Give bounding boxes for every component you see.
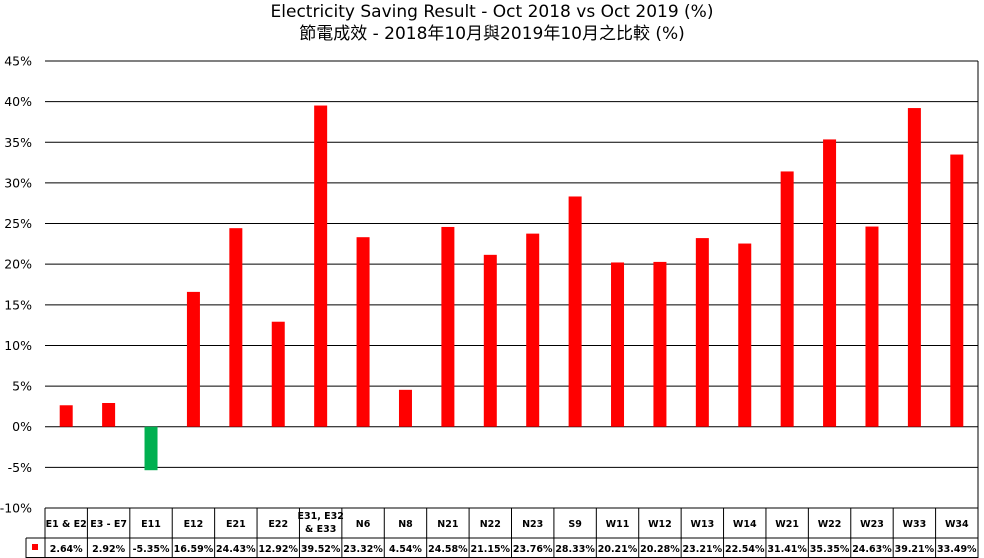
value-label: 23.32% (343, 544, 383, 555)
bar (780, 171, 794, 427)
category-label: W34 (945, 519, 969, 530)
value-label: 23.76% (513, 544, 553, 555)
value-label: 20.28% (640, 544, 680, 555)
category-label: & E33 (305, 524, 336, 535)
bar (695, 238, 709, 427)
category-label: E1 & E2 (46, 519, 87, 530)
category-label: N21 (437, 519, 458, 530)
y-tick-label: 45% (4, 54, 32, 69)
category-label: W22 (818, 519, 842, 530)
value-label: 2.64% (50, 544, 83, 555)
category-label: E22 (268, 519, 288, 530)
y-tick-label: 30% (4, 175, 32, 190)
bar (907, 108, 921, 427)
category-label: W11 (606, 519, 630, 530)
bar (229, 228, 243, 427)
bar (102, 402, 116, 427)
bar (356, 237, 370, 427)
category-label: W13 (690, 519, 714, 530)
y-tick-label: 20% (4, 257, 32, 272)
category-label: W12 (648, 519, 672, 530)
legend-key (32, 544, 38, 550)
category-label: E11 (141, 519, 161, 530)
category-label: N6 (356, 519, 371, 530)
chart-title: Electricity Saving Result - Oct 2018 vs … (270, 2, 714, 22)
value-label: 24.58% (428, 544, 468, 555)
bar (653, 261, 667, 427)
bar (59, 405, 73, 427)
y-tick-label: 40% (4, 94, 32, 109)
value-label: 22.54% (725, 544, 765, 555)
y-tick-label: 25% (4, 216, 32, 231)
bar (823, 139, 837, 427)
category-label: E3 - E7 (90, 519, 127, 530)
value-label: 31.41% (767, 544, 807, 555)
bar (483, 254, 497, 427)
bar (568, 196, 582, 427)
bar (186, 291, 200, 427)
chart-title-block: Electricity Saving Result - Oct 2018 vs … (0, 0, 984, 45)
value-label: 21.15% (471, 544, 511, 555)
chart-subtitle: 節電成效 - 2018年10月與2019年10月之比較 (%) (299, 24, 685, 44)
value-label: 2.92% (92, 544, 125, 555)
category-label: E12 (184, 519, 204, 530)
category-label: W14 (733, 519, 757, 530)
category-label: W33 (903, 519, 927, 530)
bar (441, 226, 455, 427)
category-label: S9 (568, 519, 581, 530)
category-label: W21 (775, 519, 799, 530)
y-tick-label: 35% (4, 135, 32, 150)
value-label: 28.33% (555, 544, 595, 555)
category-label: N22 (480, 519, 501, 530)
bar (144, 426, 158, 471)
value-label: -5.35% (133, 544, 170, 555)
y-tick-label: -10% (0, 501, 32, 516)
value-label: 23.21% (683, 544, 723, 555)
bar (738, 243, 752, 427)
y-tick-label: 0% (12, 419, 32, 434)
bar (611, 262, 625, 427)
value-label: 24.43% (216, 544, 256, 555)
y-tick-label: 10% (4, 338, 32, 353)
bar (950, 154, 964, 427)
value-label: 35.35% (810, 544, 850, 555)
y-tick-label: 5% (12, 379, 32, 394)
category-label: N23 (522, 519, 543, 530)
value-label: 24.63% (852, 544, 892, 555)
value-label: 4.54% (389, 544, 422, 555)
value-label: 39.21% (895, 544, 935, 555)
bar (271, 321, 285, 427)
y-tick-label: 15% (4, 297, 32, 312)
bar (526, 233, 540, 427)
value-label: 16.59% (174, 544, 214, 555)
category-label: E31, E32 (297, 511, 343, 522)
value-label: 39.52% (301, 544, 341, 555)
bar (398, 389, 412, 427)
value-label: 12.92% (258, 544, 298, 555)
bar (314, 105, 328, 427)
value-label: 33.49% (937, 544, 977, 555)
bar (865, 226, 879, 427)
value-label: 20.21% (598, 544, 638, 555)
category-label: E21 (226, 519, 246, 530)
y-tick-label: -5% (8, 460, 32, 475)
category-label: W23 (860, 519, 884, 530)
category-label: N8 (398, 519, 413, 530)
